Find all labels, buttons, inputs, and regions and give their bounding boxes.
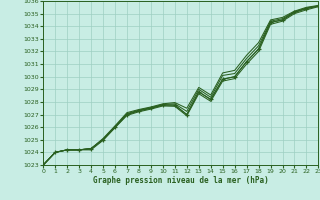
X-axis label: Graphe pression niveau de la mer (hPa): Graphe pression niveau de la mer (hPa) — [93, 176, 269, 185]
